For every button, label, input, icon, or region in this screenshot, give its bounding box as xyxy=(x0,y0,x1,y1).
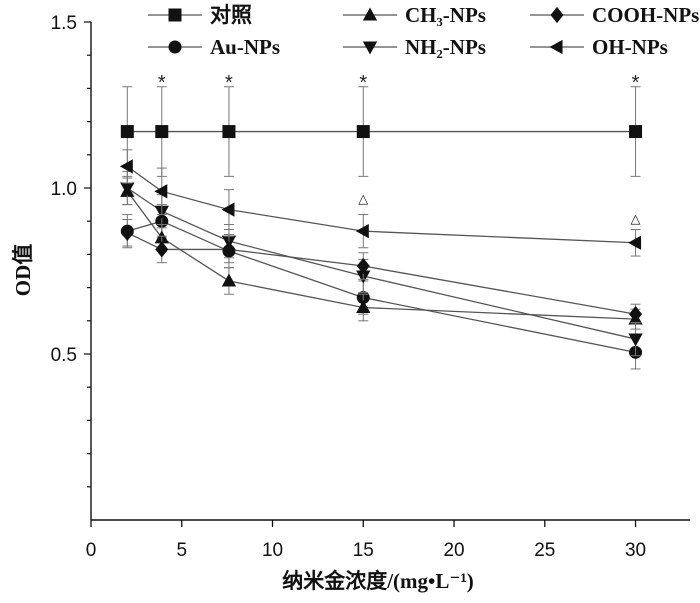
legend-item: Au-NPs xyxy=(148,35,280,59)
legend: 对照 CH₃-NPs COOH-NPs Au-NPs NH₂-NPs OH-NPs xyxy=(148,3,699,59)
triangle-down-marker xyxy=(120,182,135,196)
square-marker xyxy=(168,8,182,22)
square-marker xyxy=(155,125,169,139)
legend-label: Au-NPs xyxy=(210,35,280,59)
square-marker xyxy=(629,125,643,139)
legend-label: NH₂-NPs xyxy=(405,35,486,59)
legend-label: COOH-NPs xyxy=(592,3,699,27)
square-marker xyxy=(222,125,236,139)
significance-triangle: △ xyxy=(631,211,641,226)
diamond-marker xyxy=(120,224,134,241)
x-tick-label: 5 xyxy=(176,540,187,561)
x-tick-label: 10 xyxy=(262,540,283,561)
legend-item: CH₃-NPs xyxy=(343,3,486,27)
triangle-up-marker xyxy=(356,300,371,314)
legend-item: NH₂-NPs xyxy=(343,35,486,59)
triangle-down-marker xyxy=(628,333,643,347)
diamond-marker xyxy=(155,241,169,258)
significance-star: * xyxy=(632,72,640,94)
legend-label: CH₃-NPs xyxy=(405,3,486,27)
x-axis-title: 纳米金浓度/(mg•L⁻¹) xyxy=(282,569,474,593)
triangle-up-marker xyxy=(362,7,378,21)
diamond-marker xyxy=(222,241,236,258)
triangle-left-marker xyxy=(154,184,168,199)
series-line xyxy=(127,232,636,315)
ticks: 0 5 10 15 20 25 30 0.5 1.0 1.5 xyxy=(51,13,647,561)
series-line xyxy=(126,190,636,320)
y-tick-label: 0.5 xyxy=(51,345,77,366)
significance-star: * xyxy=(158,72,166,94)
triangle-left-marker xyxy=(549,39,563,55)
triangle-down-marker xyxy=(362,41,378,55)
square-marker xyxy=(356,125,370,139)
x-tick-label: 25 xyxy=(534,540,555,561)
significance-triangle: △ xyxy=(358,191,368,206)
y-tick-label: 1.0 xyxy=(51,179,77,200)
legend-label: OH-NPs xyxy=(592,35,668,59)
series-circle xyxy=(120,204,643,370)
annotations: * * * * △ △ xyxy=(158,72,641,226)
legend-item: 对照 xyxy=(148,3,252,27)
diamond-marker xyxy=(550,6,564,24)
x-tick-label: 15 xyxy=(353,540,374,561)
series-diamond xyxy=(120,219,643,325)
diamond-marker xyxy=(629,306,643,323)
significance-star: * xyxy=(225,72,233,94)
legend-label: 对照 xyxy=(210,3,252,27)
series-square xyxy=(120,86,643,177)
square-marker xyxy=(120,125,134,139)
circle-marker xyxy=(168,40,182,54)
x-tick-label: 0 xyxy=(86,540,97,561)
triangle-left-marker xyxy=(628,235,642,250)
diamond-marker xyxy=(356,257,370,275)
triangle-left-marker xyxy=(355,224,369,239)
x-tick-label: 20 xyxy=(443,540,464,561)
y-tick-label: 1.5 xyxy=(51,13,77,34)
series-triangle-down xyxy=(120,170,643,357)
triangle-left-marker xyxy=(119,159,133,174)
triangle-left-marker xyxy=(221,202,235,217)
series-line xyxy=(127,220,636,353)
axes xyxy=(90,22,690,521)
significance-star: * xyxy=(359,72,367,94)
series-line xyxy=(126,165,636,244)
legend-item: OH-NPs xyxy=(530,35,668,59)
x-tick-label: 30 xyxy=(625,540,646,561)
legend-item: COOH-NPs xyxy=(530,3,699,27)
series-layer xyxy=(119,86,643,370)
triangle-up-marker xyxy=(221,273,237,287)
y-axis-title: OD值 xyxy=(11,244,35,297)
series-triangle-left xyxy=(119,149,642,257)
